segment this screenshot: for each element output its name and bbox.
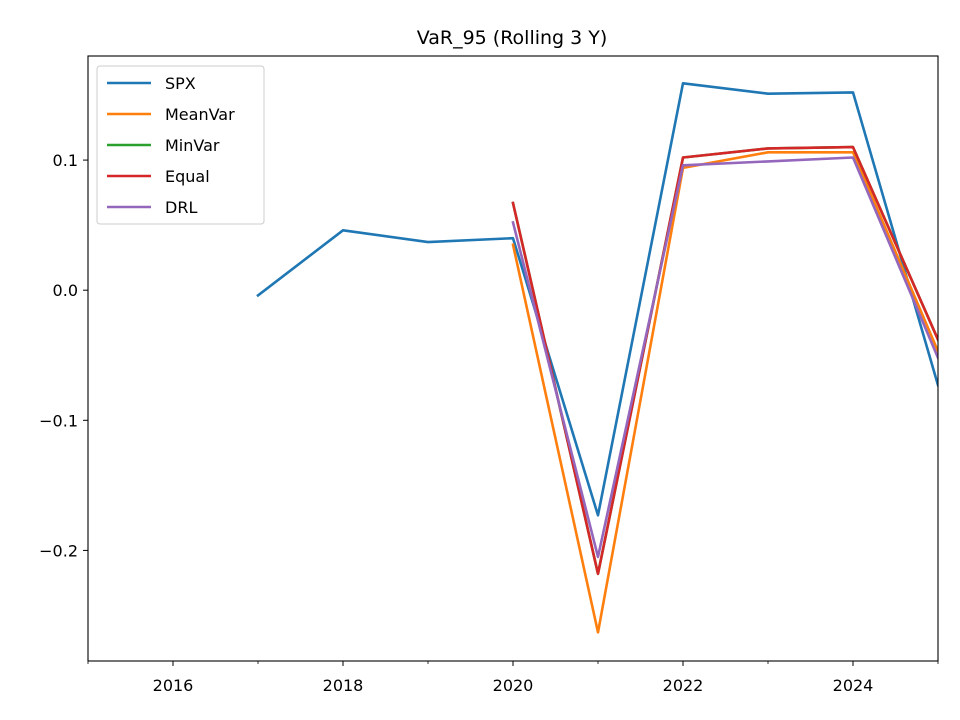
x-axis: 2016 2018 2020 2022 2024 <box>87 661 939 695</box>
legend-label-minvar: MinVar <box>165 136 220 155</box>
plot-area <box>87 55 939 662</box>
series-line-minvar <box>511 145 938 576</box>
legend-label-drl: DRL <box>165 198 197 217</box>
series-line-equal <box>511 145 938 576</box>
series-line-meanvar <box>511 151 938 634</box>
series-line-drl <box>511 156 938 559</box>
y-tick-label: 0.1 <box>53 151 78 170</box>
legend-label-equal: Equal <box>165 167 210 186</box>
x-tick-label: 2022 <box>663 676 704 695</box>
x-tick-label: 2018 <box>323 676 364 695</box>
legend-label-meanvar: MeanVar <box>165 105 235 124</box>
y-axis: −0.2 −0.1 0.0 0.1 <box>39 151 88 560</box>
chart-title: VaR_95 (Rolling 3 Y) <box>417 27 608 49</box>
x-tick-label: 2016 <box>153 676 194 695</box>
series-line-spx <box>256 82 938 517</box>
legend-frame <box>96 65 265 225</box>
y-tick-label: −0.2 <box>39 541 78 560</box>
y-tick-label: 0.0 <box>53 281 78 300</box>
x-tick-label: 2024 <box>833 676 874 695</box>
legend-label-spx: SPX <box>165 74 196 93</box>
legend: SPX MeanVar MinVar Equal DRL <box>96 65 265 225</box>
series-layer <box>256 82 938 634</box>
x-tick-label: 2020 <box>493 676 534 695</box>
y-tick-label: −0.1 <box>39 411 78 430</box>
